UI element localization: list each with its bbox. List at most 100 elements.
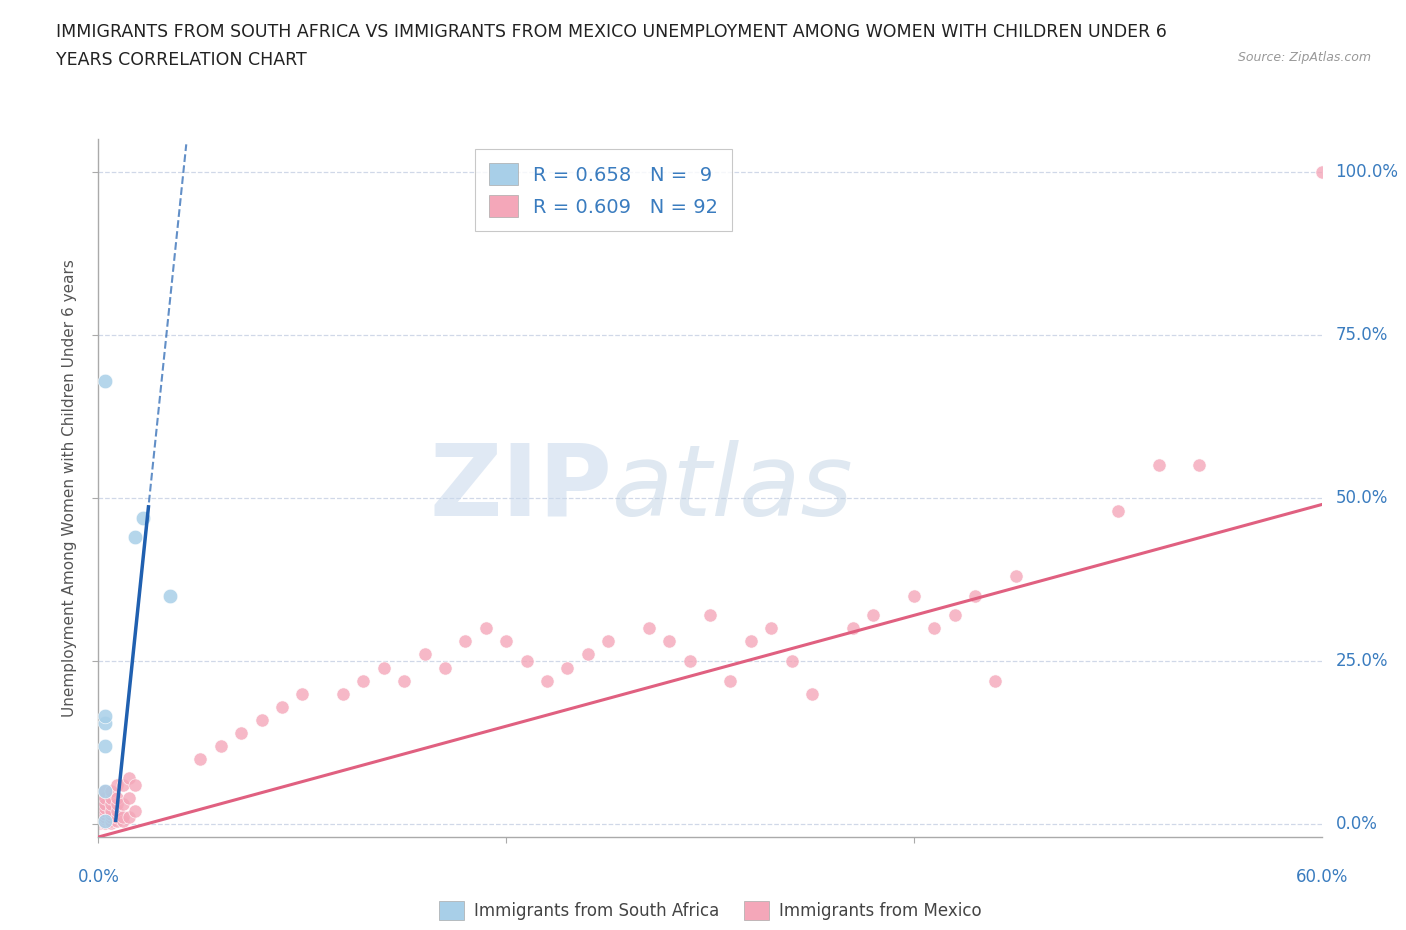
- Point: [100, 816, 122, 830]
- Point: [93, 810, 115, 825]
- Text: 50.0%: 50.0%: [1336, 489, 1388, 507]
- Text: Source: ZipAtlas.com: Source: ZipAtlas.com: [1237, 51, 1371, 64]
- Point: [89, 807, 111, 822]
- Text: 75.0%: 75.0%: [1336, 326, 1388, 344]
- Point: [679, 654, 702, 669]
- Point: [984, 673, 1007, 688]
- Point: [93, 784, 115, 799]
- Point: [89, 813, 111, 828]
- Text: atlas: atlas: [612, 440, 853, 537]
- Point: [105, 810, 128, 825]
- Point: [118, 771, 141, 786]
- Point: [434, 660, 457, 675]
- Point: [111, 797, 134, 812]
- Point: [188, 751, 212, 766]
- Point: [89, 804, 111, 819]
- Point: [943, 608, 966, 623]
- Point: [209, 738, 232, 753]
- Point: [89, 816, 111, 830]
- Point: [495, 634, 517, 649]
- Point: [780, 654, 803, 669]
- Point: [124, 530, 146, 545]
- Point: [124, 777, 146, 792]
- Point: [965, 589, 987, 604]
- Text: 100.0%: 100.0%: [1336, 163, 1399, 181]
- Point: [761, 621, 783, 636]
- Point: [332, 686, 354, 701]
- Text: 25.0%: 25.0%: [1336, 652, 1388, 670]
- Point: [93, 715, 115, 730]
- Point: [231, 725, 253, 740]
- Point: [105, 790, 128, 805]
- Point: [922, 621, 945, 636]
- Point: [291, 686, 314, 701]
- Point: [100, 804, 122, 818]
- Point: [516, 654, 538, 669]
- Point: [100, 797, 122, 812]
- Text: 0.0%: 0.0%: [77, 868, 120, 885]
- Point: [250, 712, 273, 727]
- Text: 0.0%: 0.0%: [1336, 815, 1378, 833]
- Point: [93, 784, 115, 799]
- Point: [89, 803, 111, 817]
- Point: [93, 738, 115, 753]
- Point: [658, 634, 681, 649]
- Text: IMMIGRANTS FROM SOUTH AFRICA VS IMMIGRANTS FROM MEXICO UNEMPLOYMENT AMONG WOMEN : IMMIGRANTS FROM SOUTH AFRICA VS IMMIGRAN…: [56, 23, 1167, 41]
- Text: YEARS CORRELATION CHART: YEARS CORRELATION CHART: [56, 51, 307, 69]
- Point: [159, 589, 181, 604]
- Point: [89, 809, 111, 824]
- Point: [392, 673, 416, 688]
- Point: [89, 801, 111, 816]
- Point: [100, 784, 122, 799]
- Point: [118, 810, 141, 825]
- Point: [93, 806, 115, 821]
- Point: [1310, 165, 1333, 179]
- Point: [93, 790, 115, 805]
- Point: [536, 673, 558, 688]
- Point: [1147, 458, 1170, 472]
- Point: [100, 810, 122, 825]
- Point: [89, 804, 111, 818]
- Point: [111, 813, 134, 828]
- Point: [100, 790, 122, 805]
- Point: [89, 798, 111, 813]
- Point: [89, 794, 111, 809]
- Point: [1188, 458, 1211, 472]
- Point: [413, 647, 436, 662]
- Point: [93, 816, 115, 830]
- Point: [1107, 504, 1129, 519]
- Point: [100, 813, 122, 828]
- Point: [270, 699, 294, 714]
- Point: [93, 813, 115, 828]
- Point: [474, 621, 498, 636]
- Legend: Immigrants from South Africa, Immigrants from Mexico: Immigrants from South Africa, Immigrants…: [432, 894, 988, 926]
- Text: ZIP: ZIP: [429, 440, 612, 537]
- Point: [373, 660, 395, 675]
- Point: [89, 813, 111, 828]
- Point: [637, 621, 661, 636]
- Point: [111, 777, 134, 792]
- Point: [699, 608, 721, 623]
- Point: [105, 777, 128, 792]
- Point: [93, 709, 115, 724]
- Point: [89, 810, 111, 825]
- Point: [111, 810, 134, 825]
- Text: 60.0%: 60.0%: [1295, 868, 1348, 885]
- Point: [801, 686, 824, 701]
- Point: [89, 812, 111, 827]
- Point: [89, 806, 111, 821]
- Point: [718, 673, 742, 688]
- Point: [93, 811, 115, 826]
- Point: [105, 797, 128, 812]
- Point: [454, 634, 477, 649]
- Point: [89, 815, 111, 830]
- Y-axis label: Unemployment Among Women with Children Under 6 years: Unemployment Among Women with Children U…: [62, 259, 77, 717]
- Point: [89, 800, 111, 815]
- Point: [576, 647, 599, 662]
- Point: [93, 813, 115, 828]
- Point: [89, 797, 111, 812]
- Point: [105, 813, 128, 828]
- Point: [89, 814, 111, 829]
- Point: [862, 608, 884, 623]
- Point: [93, 804, 115, 818]
